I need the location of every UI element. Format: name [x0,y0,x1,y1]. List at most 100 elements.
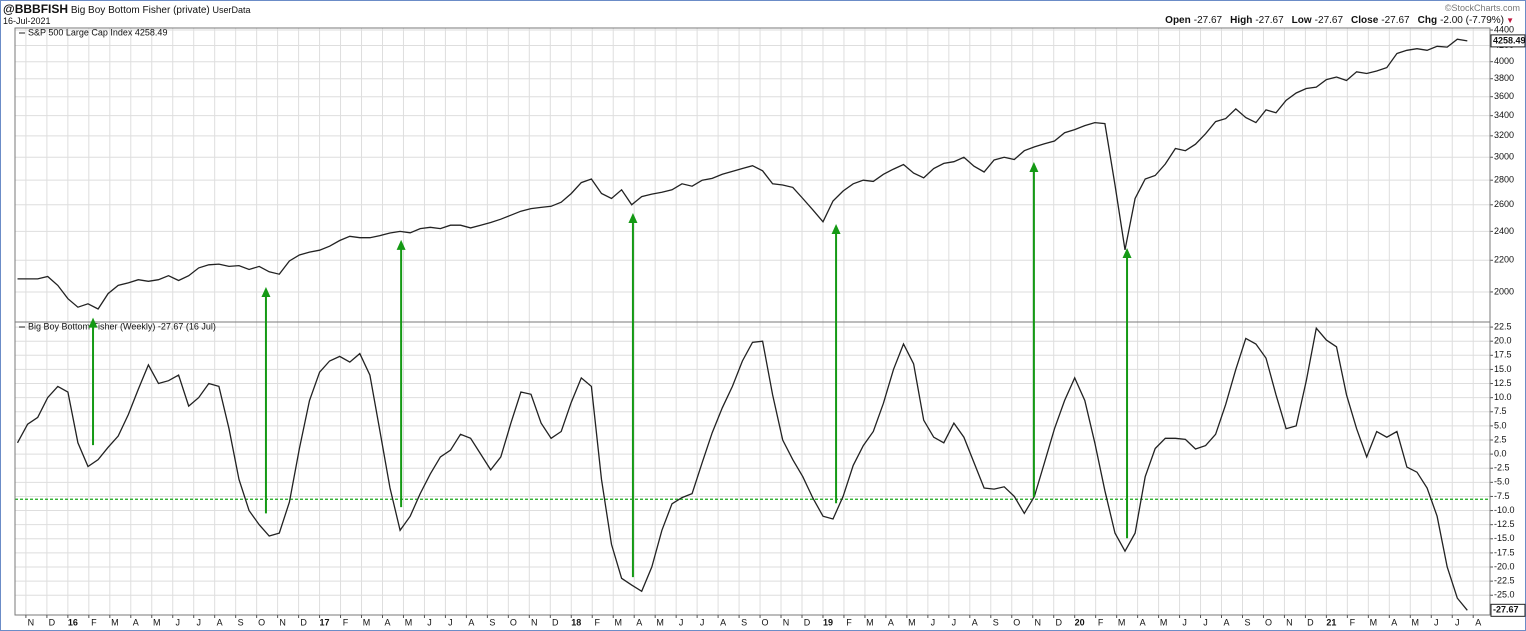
x-tick-label: N [1286,617,1293,627]
x-tick-label: J [700,617,705,627]
x-tick-label: D [552,617,559,627]
x-tick-label: M [363,617,371,627]
x-tick-label: M [1160,617,1168,627]
x-tick-label: 20 [1075,617,1085,627]
x-tick-label: F [91,617,97,627]
x-tick-label: S [238,617,244,627]
symbol: @BBBFISH [3,2,69,16]
x-tick-label: 16 [68,617,78,627]
source: UserData [212,5,251,15]
quote-label: Close [1351,15,1379,26]
quote-value: -27.67 [1255,15,1284,26]
x-tick-label: 19 [823,617,833,627]
x-tick-label: A [133,617,139,627]
y-tick-label: 4400 [1494,24,1514,34]
x-tick-label: J [196,617,201,627]
x-tick-label: A [384,617,390,627]
signal-arrow-head [261,287,271,298]
x-tick-label: D [804,617,811,627]
quote-value: -2.00 (-7.79%) [1440,15,1504,26]
x-tick-label: O [1265,617,1272,627]
y-tick-label: -7.5 [1494,491,1510,501]
x-tick-label: N [279,617,286,627]
x-tick-label: A [636,617,642,627]
x-tick-label: S [741,617,747,627]
x-tick-label: J [448,617,453,627]
signal-arrow-head [628,212,638,223]
x-tick-label: O [1013,617,1020,627]
legend-label: S&P 500 Large Cap Index 4258.49 [28,27,167,37]
x-tick-label: N [783,617,790,627]
x-tick-label: M [656,617,664,627]
quote-value: -27.67 [1193,15,1223,26]
last-value-box [1490,603,1526,617]
quote-label: High [1230,15,1253,26]
y-tick-label: 10.0 [1494,392,1512,402]
signal-arrow-head [396,239,406,250]
y-tick-label: -5.0 [1494,477,1510,487]
panel: -25.0 -22.5 -20.0 -17.5 -15.0 -12.5 -10.0 -7.5 -… [14,321,1526,617]
x-tick-label: A [217,617,223,627]
y-tick-label: 3200 [1494,130,1514,140]
y-tick-label: 2000 [1494,286,1514,296]
header-title: @BBBFISH Big Boy Bottom Fisher (private)… [3,2,251,16]
signal-arrow-head [831,223,841,234]
x-tick-label: J [1203,617,1208,627]
y-tick-label: 4000 [1494,56,1514,66]
last-value-label: 4258.49 [1493,35,1526,45]
y-tick-label: 22.5 [1494,321,1512,331]
x-tick-label: D [49,617,56,627]
x-tick-label: S [1244,617,1250,627]
x-tick-label: A [1140,617,1146,627]
x-tick-label: 21 [1326,617,1336,627]
legend-label: Big Boy Bottom Fisher (Weekly) -27.67 (1… [28,321,216,331]
x-tick-label: M [908,617,916,627]
x-tick-label: J [952,617,957,627]
x-tick-label: M [153,617,161,627]
y-tick-label: -17.5 [1494,547,1515,557]
y-tick-label: 2.5 [1494,434,1507,444]
quote-label: Chg [1417,15,1438,26]
x-tick-label: F [1350,617,1356,627]
y-tick-label: -10.0 [1494,505,1515,515]
y-tick-label: 2800 [1494,175,1514,185]
symbol-name: Big Boy Bottom Fisher (private) [70,5,210,16]
x-tick-label: A [1475,617,1481,627]
x-tick-label: J [679,617,684,627]
x-tick-label: F [343,617,349,627]
quote-label: Low [1291,15,1312,26]
y-tick-label: 20.0 [1494,336,1512,346]
x-tick-label: M [614,617,622,627]
x-tick-label: S [993,617,999,627]
y-tick-label: 2400 [1494,226,1514,236]
y-tick-label: -12.5 [1494,519,1515,529]
x-tick-label: O [510,617,517,627]
x-tick-label: N [28,617,35,627]
x-tick-label: M [1370,617,1378,627]
x-tick-label: J [175,617,180,627]
y-tick-label: 15.0 [1494,364,1512,374]
y-tick-label: 17.5 [1494,350,1512,360]
y-tick-label: -25.0 [1494,590,1515,600]
y-tick-label: 3400 [1494,110,1514,120]
x-tick-label: D [300,617,307,627]
x-tick-label: D [1307,617,1314,627]
last-value-box [1490,34,1526,48]
date: 16-Jul-2021 [3,16,51,26]
y-tick-label: -2.5 [1494,463,1510,473]
y-tick-label: 3600 [1494,91,1514,101]
x-tick-label: A [720,617,726,627]
x-tick-label: 17 [320,617,330,627]
quote: Open -27.67 High -27.67 Low -27.67 Close -27.67… [1157,15,1504,26]
x-tick-label: M [1412,617,1420,627]
x-tick-label: A [888,617,894,627]
quote-label: Open [1165,15,1191,26]
series-line [16,326,1468,611]
y-tick-label: 5.0 [1494,420,1507,430]
y-tick-label: 7.5 [1494,406,1507,416]
x-tick-label: J [1182,617,1187,627]
x-tick-label: J [1434,617,1439,627]
y-tick-label: 12.5 [1494,378,1512,388]
